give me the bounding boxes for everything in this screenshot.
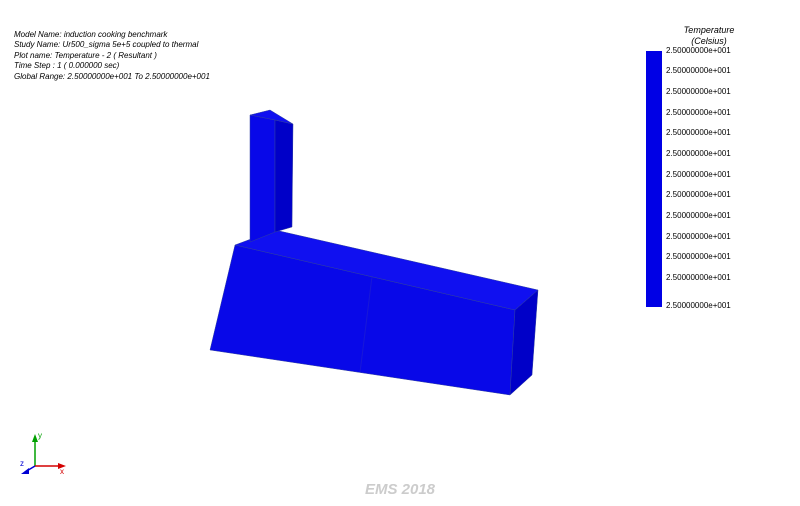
model-svg	[120, 100, 550, 410]
legend-tick: 2.50000000e+001	[666, 171, 731, 179]
legend-tick: 2.50000000e+001	[666, 47, 731, 55]
legend-tick: 2.50000000e+001	[666, 191, 731, 199]
legend-tick: 2.50000000e+001	[666, 129, 731, 137]
legend-tick: 2.50000000e+001	[666, 233, 731, 241]
legend-tick: 2.50000000e+001	[666, 150, 731, 158]
legend-tick: 2.50000000e+001	[666, 109, 731, 117]
axis-z-label: z	[20, 459, 24, 468]
legend-tick: 2.50000000e+001	[666, 302, 731, 310]
legend-tick: 2.50000000e+001	[666, 253, 731, 261]
legend-labels: 2.50000000e+001 2.50000000e+001 2.50000000…	[666, 51, 731, 307]
temperature-model	[120, 100, 500, 400]
watermark: EMS 2018	[365, 481, 435, 498]
legend-color-bar	[646, 51, 662, 307]
legend-tick: 2.50000000e+001	[666, 88, 731, 96]
axis-y-label: y	[38, 431, 42, 440]
legend-tick: 2.50000000e+001	[666, 274, 731, 282]
legend-tick: 2.50000000e+001	[666, 67, 731, 75]
face-upright-side	[275, 120, 293, 232]
face-upright-front	[250, 115, 275, 242]
axis-x-label: x	[60, 467, 64, 476]
axis-svg: y x z	[20, 426, 70, 476]
color-legend: Temperature (Celsius) 2.50000000e+0012.5…	[646, 25, 772, 307]
axis-z-arrow	[21, 468, 29, 474]
axis-triad[interactable]: y x z	[20, 426, 70, 476]
legend-tick: 2.50000000e+001	[666, 212, 731, 220]
3d-viewport[interactable]	[0, 0, 600, 460]
legend-title: Temperature (Celsius)	[646, 25, 772, 47]
